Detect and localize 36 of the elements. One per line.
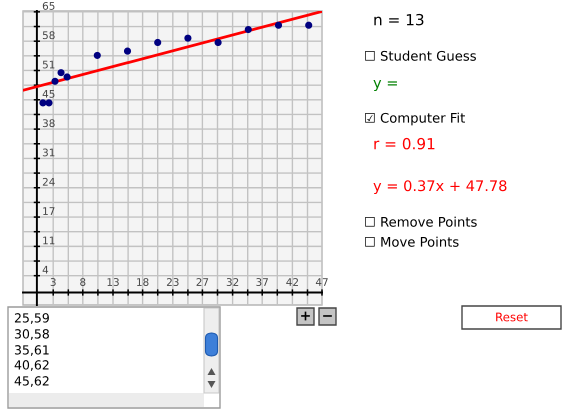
text: 40,62 (14, 360, 49, 371)
text: ☑ Computer Fit (365, 112, 465, 126)
y-tick-label: 31 (42, 148, 54, 156)
y-tick-label: 11 (43, 236, 54, 244)
text: 45,62 (14, 376, 49, 387)
x-tick-label: 23 (166, 278, 179, 286)
x-tick-label: 42 (286, 278, 298, 286)
text: y = 0.37x + 47.78 (373, 180, 506, 194)
y-tick-label: 4 (42, 266, 48, 274)
y-tick-label: 51 (42, 60, 54, 68)
text: 35,61 (14, 345, 49, 356)
text: Reset (496, 312, 528, 322)
y-tick-label: 17 (43, 207, 54, 215)
y-tick-label: 65 (42, 2, 54, 10)
y-tick-label: 58 (42, 31, 55, 40)
y-tick-label: 38 (42, 119, 55, 128)
text: r = 0.91 (374, 138, 434, 150)
text: ☐ Move Points (365, 236, 459, 247)
y-tick-label: 24 (42, 178, 55, 186)
x-tick-label: 27 (196, 278, 208, 286)
x-tick-label: 8 (80, 278, 86, 286)
text: 30,58 (14, 329, 49, 340)
x-tick-label: 18 (137, 278, 149, 286)
text: y = (373, 80, 397, 92)
y-tick-label: 45 (42, 90, 54, 98)
x-tick-label: 13 (108, 278, 119, 286)
text: + (301, 312, 310, 320)
text: n = 13 (374, 14, 424, 26)
x-tick-label: 37 (256, 278, 268, 286)
x-tick-label: 3 (50, 278, 56, 286)
x-tick-label: 47 (316, 278, 328, 286)
text: ☐ Student Guess (365, 50, 476, 61)
x-tick-label: 32 (226, 278, 238, 286)
text: 25,59 (14, 313, 49, 324)
text: − (323, 315, 332, 317)
text: ☐ Remove Points (365, 216, 477, 227)
